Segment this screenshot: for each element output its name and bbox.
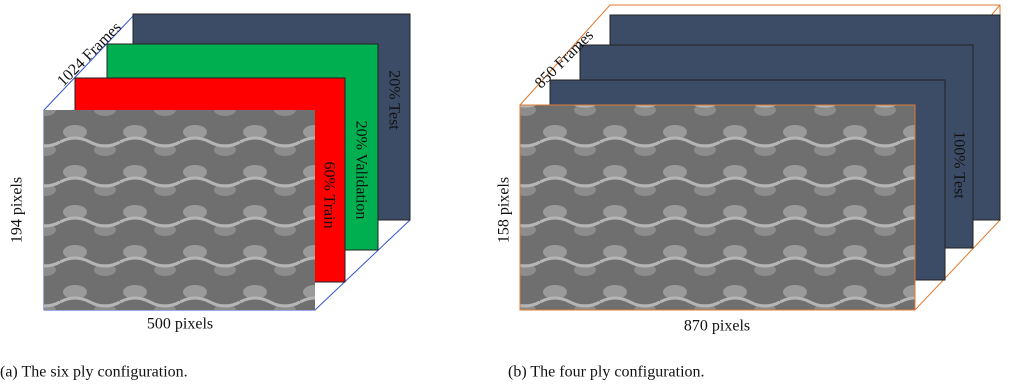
width-label: 870 pixels (684, 318, 750, 335)
panel-a: 60% Train 20% Validation 20% Test 1024 F… (0, 14, 410, 381)
slice-label: 20% Validation (352, 121, 369, 220)
panel-b: 100% Test 850 Frames 158 pixels 870 pixe… (496, 5, 1000, 381)
ct-slice-image (520, 105, 915, 310)
caption: (b) The four ply configuration. (508, 364, 705, 381)
slice-label: 60% Train (320, 161, 337, 228)
ct-slice-image (44, 110, 315, 310)
slice-label: 20% Test (385, 70, 402, 130)
width-label: 500 pixels (147, 316, 213, 333)
caption: (a) The six ply configuration. (0, 364, 188, 381)
slice-label: 100% Test (950, 131, 967, 199)
height-label: 158 pixels (496, 177, 513, 243)
height-label: 194 pixels (9, 177, 26, 243)
figure: 60% Train 20% Validation 20% Test 1024 F… (0, 0, 1016, 386)
